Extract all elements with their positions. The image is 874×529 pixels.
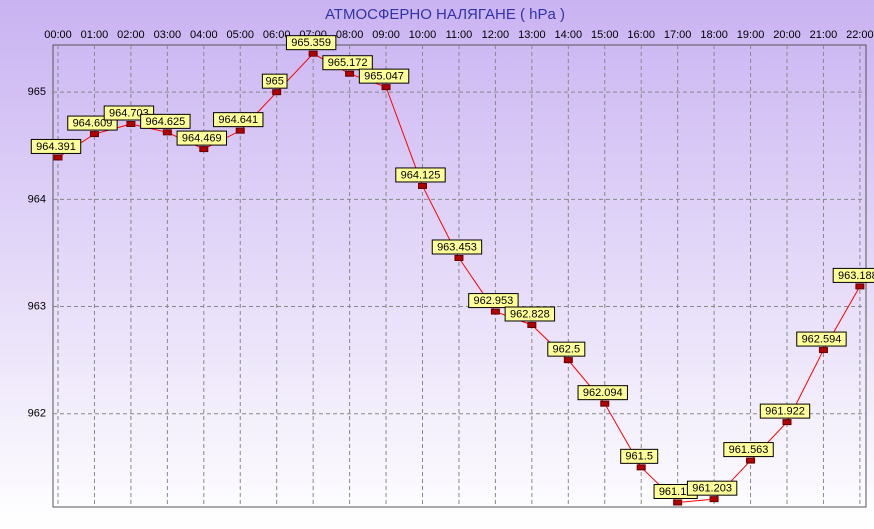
x-tick-label: 12:00 <box>482 29 510 41</box>
data-label: 965.359 <box>291 37 331 49</box>
point <box>673 499 683 506</box>
point <box>746 457 756 464</box>
data-label: 962.5 <box>553 344 581 356</box>
label-box <box>285 35 337 51</box>
x-tick-label: 06:00 <box>263 29 291 41</box>
label-box <box>431 239 483 255</box>
x-tick-label: 21:00 <box>810 29 838 41</box>
label-box <box>686 480 738 496</box>
point <box>272 89 282 96</box>
label-box <box>620 448 659 464</box>
data-label: 961.5 <box>625 451 653 463</box>
data-label: 964.625 <box>145 116 185 128</box>
x-tick-label: 10:00 <box>409 29 437 41</box>
label-box <box>261 73 288 89</box>
y-tick-label: 965 <box>28 86 46 98</box>
point <box>308 50 318 57</box>
y-tick-label: 963 <box>28 300 46 312</box>
point <box>454 254 464 261</box>
data-label: 965 <box>266 76 284 88</box>
data-label: 965.172 <box>328 57 368 69</box>
data-label: 961.17 <box>659 486 693 498</box>
point <box>782 419 792 426</box>
point <box>381 84 391 91</box>
point <box>53 154 63 161</box>
point <box>818 347 828 354</box>
y-tick-label: 962 <box>28 408 46 420</box>
label-box <box>759 403 811 419</box>
point <box>563 357 573 364</box>
x-tick-label: 15:00 <box>591 29 619 41</box>
chart-title: АТМОСФЕРНО НАЛЯГАНЕ ( hPa ) <box>325 6 565 23</box>
point <box>527 321 537 328</box>
label-box <box>547 341 586 357</box>
point <box>235 127 245 134</box>
label-box <box>322 55 373 71</box>
x-tick-label: 08:00 <box>336 29 364 41</box>
label-box <box>504 306 556 322</box>
data-label: 962.594 <box>802 333 842 345</box>
x-tick-label: 01:00 <box>81 29 109 41</box>
label-box <box>30 138 82 154</box>
data-label: 964.469 <box>182 132 222 144</box>
point <box>345 70 355 77</box>
data-label: 961.203 <box>692 483 732 495</box>
data-label: 963.188 <box>838 270 874 282</box>
data-label: 962.953 <box>474 295 514 307</box>
x-tick-label: 18:00 <box>700 29 728 41</box>
data-label: 965.047 <box>364 71 404 83</box>
point <box>709 496 719 503</box>
data-label: 964.125 <box>401 169 441 181</box>
x-tick-label: 09:00 <box>372 29 400 41</box>
point <box>126 121 136 128</box>
label-box <box>796 331 847 347</box>
point <box>162 129 172 136</box>
data-label: 964.641 <box>218 114 258 126</box>
label-box <box>395 167 446 183</box>
x-tick-label: 00:00 <box>44 29 72 41</box>
x-tick-label: 14:00 <box>555 29 583 41</box>
point <box>600 400 610 407</box>
x-tick-label: 04:00 <box>190 29 218 41</box>
x-tick-label: 11:00 <box>446 29 473 41</box>
label-box <box>176 130 228 146</box>
y-tick-label: 964 <box>28 193 46 205</box>
x-tick-label: 13:00 <box>518 29 546 41</box>
data-label: 963.453 <box>437 241 477 253</box>
x-tick-label: 17:00 <box>664 29 692 41</box>
x-tick-label: 05:00 <box>226 29 254 41</box>
data-label: 964.609 <box>73 117 113 129</box>
x-tick-label: 22:00 <box>846 29 874 41</box>
data-label: 964.703 <box>109 107 149 119</box>
point <box>199 146 209 153</box>
x-tick-label: 20:00 <box>773 29 801 41</box>
x-tick-label: 02:00 <box>117 29 145 41</box>
x-tick-label: 16:00 <box>627 29 655 41</box>
point <box>89 131 99 138</box>
data-label: 962.094 <box>583 387 623 399</box>
label-box <box>832 267 874 283</box>
label-box <box>140 113 191 129</box>
label-box <box>213 112 264 128</box>
x-tick-label: 03:00 <box>154 29 182 41</box>
data-label: 961.922 <box>765 406 805 418</box>
label-box <box>358 68 410 84</box>
data-label: 964.391 <box>36 141 76 153</box>
data-label: 962.828 <box>510 308 550 320</box>
label-box <box>723 442 774 458</box>
point <box>636 464 646 471</box>
data-label: 961.563 <box>729 444 769 456</box>
label-box <box>468 293 519 309</box>
point <box>855 283 865 290</box>
point <box>490 308 500 315</box>
x-tick-label: 19:00 <box>737 29 765 41</box>
point <box>418 182 427 189</box>
label-box <box>577 385 628 401</box>
